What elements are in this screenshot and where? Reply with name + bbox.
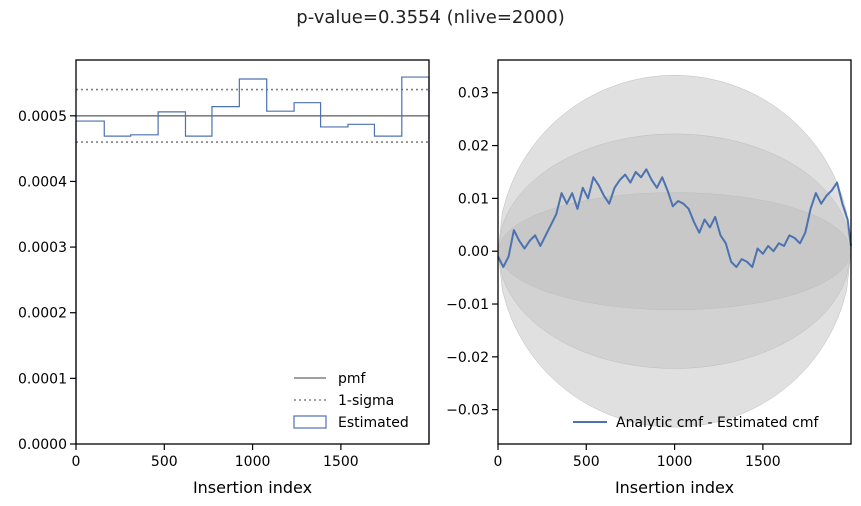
right-panel: 0 500 1000 1500 0.03 0.02 0.01 0.00 −0.01 −0.02 −0… <box>446 59 852 497</box>
left-panel: 0 500 1000 1500 0.0000 0.0001 0.0002 0.0003 0.00… <box>18 59 430 497</box>
estimated-step-histogram <box>75 76 430 444</box>
left-ytick-label: 0.0004 <box>18 174 67 190</box>
right-xtick-label: 1000 <box>657 454 693 470</box>
right-xlabel: Insertion index <box>615 478 734 497</box>
right-ytick-label: −0.03 <box>446 403 489 419</box>
right-ytick-label: 0.02 <box>458 139 489 155</box>
sigma-band-1 <box>497 192 852 311</box>
legend-sigma-label: 1-sigma <box>338 393 394 409</box>
left-xtick-label: 1500 <box>323 454 359 470</box>
right-ytick-label: −0.02 <box>446 350 489 366</box>
left-ytick-label: 0.0000 <box>18 437 67 453</box>
right-ytick-label: 0.03 <box>458 86 489 102</box>
left-plot-area <box>76 60 429 444</box>
right-ytick-label: 0.00 <box>458 244 489 260</box>
left-xlabel: Insertion index <box>193 478 312 497</box>
left-ytick-label: 0.0001 <box>18 371 67 387</box>
cmf-difference-line <box>497 168 852 269</box>
legend-estimated-label: Estimated <box>338 415 409 431</box>
right-xtick-label: 500 <box>573 454 600 470</box>
figure-title: p-value=0.3554 (nlive=2000) <box>296 7 565 28</box>
left-xtick-label: 500 <box>151 454 178 470</box>
left-ytick-label: 0.0002 <box>18 306 67 322</box>
left-xtick-label: 0 <box>72 454 81 470</box>
left-ytick-label: 0.0003 <box>18 240 67 256</box>
right-xtick-label: 1500 <box>745 454 781 470</box>
legend-pmf-label: pmf <box>338 371 367 387</box>
right-ytick-label: 0.01 <box>458 191 489 207</box>
right-xtick-label: 0 <box>494 454 503 470</box>
right-ytick-label: −0.01 <box>446 297 489 313</box>
legend-cmf-label: Analytic cmf - Estimated cmf <box>616 415 819 431</box>
legend-estimated-swatch <box>293 415 327 429</box>
left-xtick-label: 1000 <box>235 454 271 470</box>
left-ytick-label: 0.0005 <box>18 109 67 125</box>
